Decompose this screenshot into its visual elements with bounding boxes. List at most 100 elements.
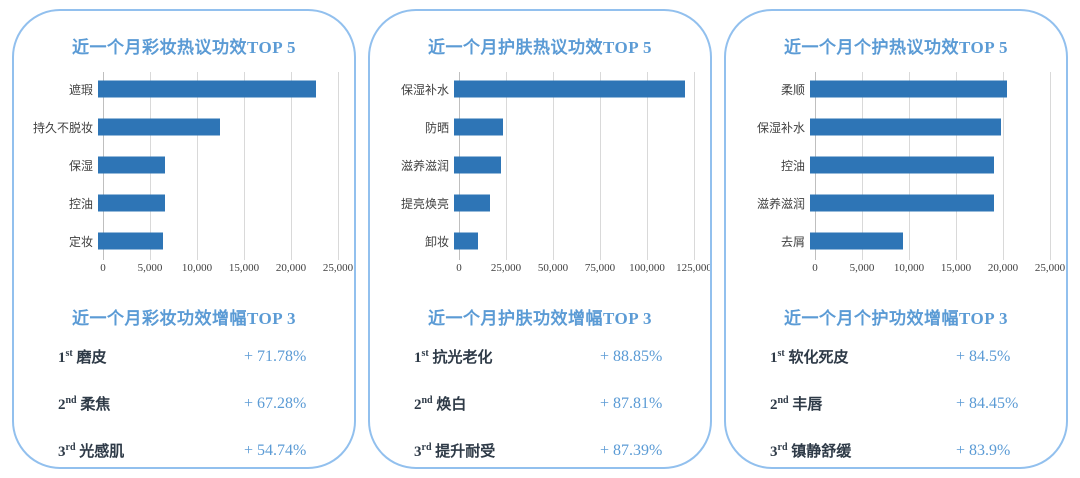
growth-rank: 3rd 提升耐受 (414, 442, 496, 461)
growth-row: 1st 磨皮 + 71.78% (30, 333, 338, 380)
x-axis: 0 5,000 10,000 15,000 20,000 25,000 (100, 260, 353, 278)
bar-track (810, 108, 1050, 146)
growth-row: 1st 抗光老化 + 88.85% (386, 333, 694, 380)
bar-track (454, 184, 694, 222)
growth-title-personal-care: 近一个月个护功效增幅TOP 3 (784, 309, 1008, 328)
growth-name: 丰唇 (788, 397, 823, 413)
bar (810, 232, 904, 250)
bar-track (454, 146, 694, 184)
bar (454, 118, 503, 136)
rank-suffix: rd (65, 442, 76, 453)
chart-title-makeup: 近一个月彩妆热议功效TOP 5 (72, 38, 296, 57)
growth-rank: 1st 软化死皮 (770, 348, 849, 367)
rank-suffix: rd (777, 442, 788, 453)
bar-track (454, 108, 694, 146)
growth-percent: + 84.5% (956, 347, 1011, 365)
bar-chart-skincare: 保湿补水 防晒 滋养滋润 提亮焕亮 卸妆 0 25,000 50,000 75,000 100,0… (386, 70, 710, 278)
bar-row: 持久不脱妆 (30, 108, 338, 146)
growth-percent: + 87.39% (600, 441, 663, 459)
rank-suffix: st (421, 348, 429, 359)
gridline (338, 72, 339, 260)
growth-name: 光感肌 (75, 444, 125, 460)
growth-name: 抗光老化 (428, 350, 493, 366)
growth-percent: + 87.81% (600, 394, 663, 412)
category-label: 滋养滋润 (756, 196, 805, 211)
x-axis-tick: 20,000 (987, 262, 1019, 274)
x-axis-tick: 125,000 (676, 262, 712, 274)
growth-title-makeup: 近一个月彩妆功效增幅TOP 3 (72, 309, 296, 328)
bar-track (98, 222, 338, 260)
x-axis-tick: 100,000 (629, 262, 665, 274)
growth-rank: 2nd 丰唇 (770, 395, 823, 414)
x-axis-tick: 5,000 (849, 262, 875, 274)
bar-row: 卸妆 (386, 222, 694, 260)
growth-name: 软化死皮 (784, 350, 849, 366)
gridline (647, 72, 648, 260)
bar-row: 控油 (30, 184, 338, 222)
bar (454, 194, 491, 212)
x-axis: 0 5,000 10,000 15,000 20,000 25,000 (812, 260, 1065, 278)
gridline (553, 72, 554, 260)
bar-row: 保湿补水 (742, 108, 1050, 146)
growth-percent: + 67.28% (244, 394, 307, 412)
growth-percent: + 88.85% (600, 347, 663, 365)
chart-title-personal-care: 近一个月个护热议功效TOP 5 (784, 38, 1008, 57)
bar-row: 保湿 (30, 146, 338, 184)
x-axis-tick: 10,000 (181, 262, 213, 274)
category-label: 保湿补水 (756, 120, 805, 135)
panel-personal-care: 近一个月个护热议功效TOP 5 柔顺 保湿补水 控油 滋养滋润 去屑 0 5,000 10,0… (724, 9, 1068, 469)
panel-makeup: 近一个月彩妆热议功效TOP 5 遮瑕 持久不脱妆 保湿 控油 定妆 0 5,000 10,00… (12, 9, 356, 469)
bar-track (810, 184, 1050, 222)
growth-rank: 1st 抗光老化 (414, 348, 493, 367)
category-label: 去屑 (780, 234, 805, 249)
bar (810, 80, 1007, 98)
gridline (291, 72, 292, 260)
growth-rank: 1st 磨皮 (58, 348, 107, 367)
category-label: 控油 (68, 196, 93, 211)
growth-name: 柔焦 (76, 397, 111, 413)
x-axis-tick: 25,000 (1034, 262, 1066, 274)
x-axis-tick: 0 (812, 262, 818, 274)
bar-track (98, 108, 338, 146)
bar-track (810, 146, 1050, 184)
bar-rows: 遮瑕 持久不脱妆 保湿 控油 定妆 (30, 70, 338, 260)
x-axis-tick: 0 (100, 262, 106, 274)
bar-track (98, 184, 338, 222)
category-label: 柔顺 (780, 82, 805, 97)
bar (810, 194, 995, 212)
x-axis-tick: 25,000 (490, 262, 522, 274)
gridline (1003, 72, 1004, 260)
growth-row: 2nd 焕白 + 87.81% (386, 380, 694, 427)
growth-name: 镇静舒缓 (787, 444, 852, 460)
growth-percent: + 83.9% (956, 441, 1011, 459)
x-axis-tick: 15,000 (940, 262, 972, 274)
growth-list-personal-care: 1st 软化死皮 + 84.5% 2nd 丰唇 + 84.45% 3rd 镇静舒缓 + 8… (742, 333, 1050, 467)
rank-suffix: nd (65, 395, 77, 406)
rank-suffix: nd (777, 395, 789, 406)
x-axis-tick: 25,000 (322, 262, 354, 274)
bar-track (98, 146, 338, 184)
growth-row: 3rd 提升耐受 + 87.39% (386, 427, 694, 467)
category-label: 控油 (780, 158, 805, 173)
x-axis-tick: 50,000 (537, 262, 569, 274)
x-axis-tick: 15,000 (228, 262, 260, 274)
bar-rows: 保湿补水 防晒 滋养滋润 提亮焕亮 卸妆 (386, 70, 694, 260)
bar-chart-personal-care: 柔顺 保湿补水 控油 滋养滋润 去屑 0 5,000 10,000 15,000 20,000 25… (742, 70, 1065, 278)
bar-track (810, 70, 1050, 108)
bar-row: 控油 (742, 146, 1050, 184)
bar-track (810, 222, 1050, 260)
growth-row: 2nd 柔焦 + 67.28% (30, 380, 338, 427)
bar-row: 去屑 (742, 222, 1050, 260)
gridline (244, 72, 245, 260)
bar (98, 118, 220, 136)
category-label: 保湿补水 (400, 82, 449, 97)
growth-rank: 2nd 焕白 (414, 395, 467, 414)
growth-percent: + 54.74% (244, 441, 307, 459)
gridline (197, 72, 198, 260)
bar (98, 194, 166, 212)
x-axis: 0 25,000 50,000 75,000 100,000 125,000 (456, 260, 710, 278)
category-label: 定妆 (68, 234, 93, 249)
gridline (694, 72, 695, 260)
bar (810, 118, 1002, 136)
